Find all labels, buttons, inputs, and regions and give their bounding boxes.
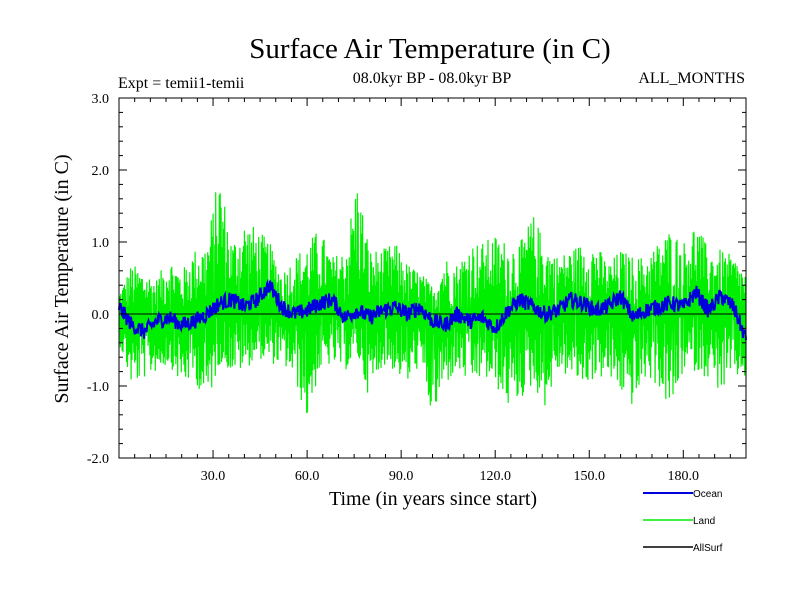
experiment-label: Expt = temii1-temii [118,75,245,92]
legend: Ocean Land AllSurf [643,489,723,554]
legend-label-ocean: Ocean [693,489,722,500]
x-tick-label: 150.0 [574,469,606,484]
y-tick-label: -1.0 [87,380,109,395]
y-axis-label: Surface Air Temperature (in C) [51,154,73,403]
x-tick-label: 120.0 [479,469,511,484]
period-label: 08.0kyr BP - 08.0kyr BP [353,70,512,87]
x-axis-label: Time (in years since start) [329,488,537,510]
y-tick-label: 2.0 [92,164,110,179]
plot-area [118,192,747,414]
axis-ticks: -2.0 -1.0 0.0 1.0 2.0 3.0 30.0 60.0 90.0 120.0 150… [87,92,746,484]
y-tick-label: 0.0 [92,308,110,323]
legend-label-allsurf: AllSurf [693,543,723,554]
x-tick-label: 30.0 [201,469,226,484]
x-tick-label: 60.0 [295,469,320,484]
x-tick-label: 180.0 [668,469,700,484]
chart-title: Surface Air Temperature (in C) [249,33,610,65]
plot-frame [118,97,747,459]
x-tick-label: 90.0 [389,469,414,484]
y-tick-label: 3.0 [92,92,110,107]
months-label: ALL_MONTHS [638,70,745,87]
y-tick-label: -2.0 [87,452,109,467]
ocean-series-line [118,278,747,341]
legend-label-land: Land [693,516,715,527]
y-tick-label: 1.0 [92,236,110,251]
